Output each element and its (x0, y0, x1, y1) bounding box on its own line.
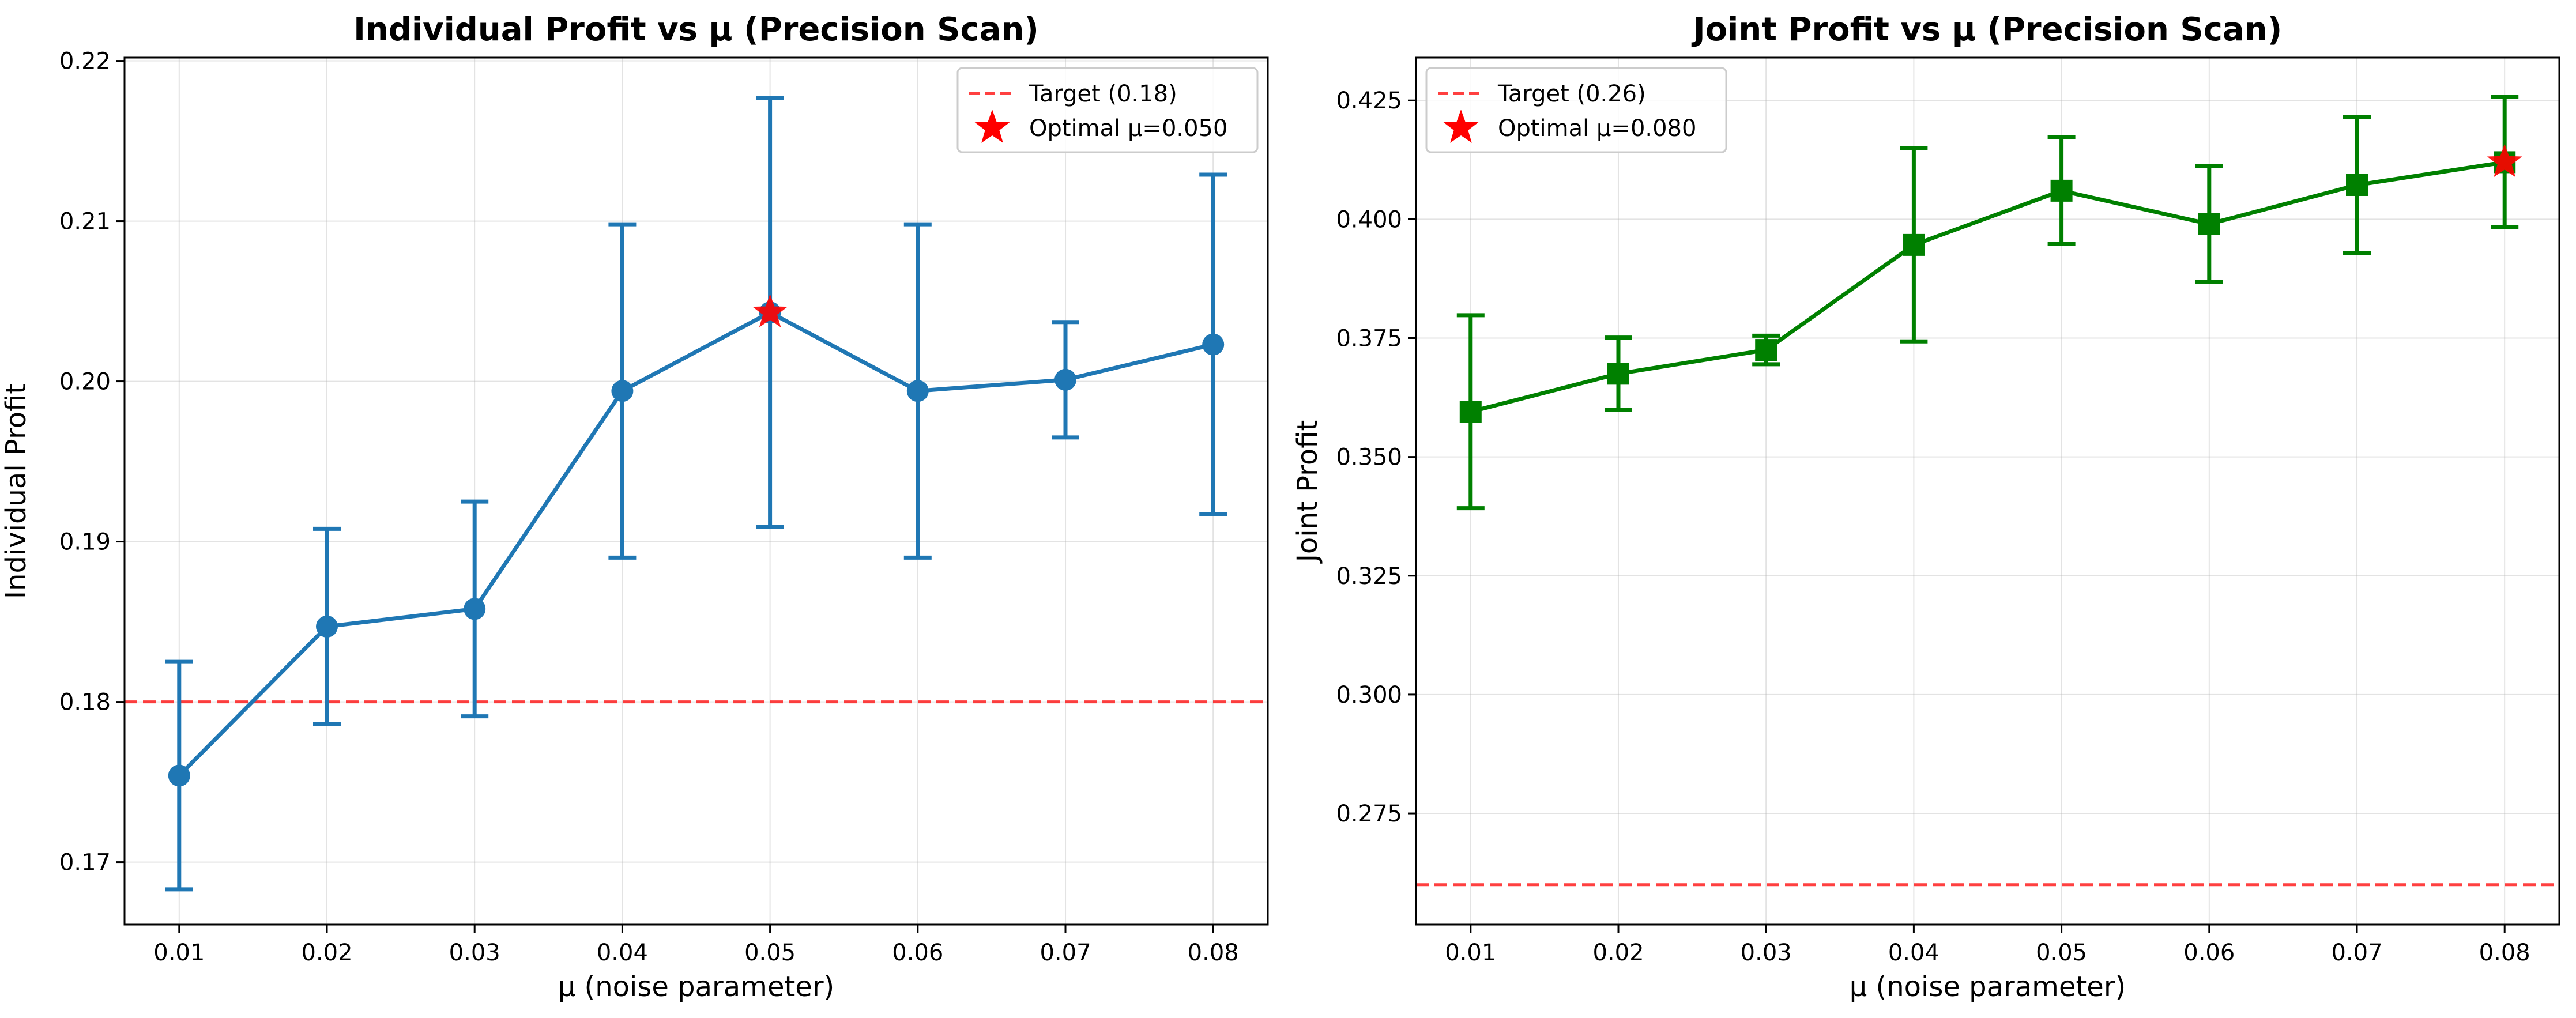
y-tick-label: 0.375 (1336, 325, 1402, 352)
data-point (315, 615, 338, 638)
legend: Target (0.26) Optimal μ=0.080 (1425, 67, 1727, 153)
data-point (906, 380, 929, 402)
data-point (1755, 339, 1777, 361)
legend-box (1425, 67, 1727, 153)
y-tick-label: 0.350 (1336, 444, 1402, 471)
data-point (1903, 233, 1925, 256)
y-tick-label: 0.400 (1336, 206, 1402, 233)
y-tick-label: 0.17 (59, 850, 111, 876)
data-point (1607, 363, 1629, 385)
optimal-star-marker (752, 294, 788, 327)
legend-target-label: Target (0.18) (1029, 81, 1177, 107)
x-axis-label: μ (noise parameter) (558, 971, 835, 1003)
panel-individual-profit: 0.01 0.02 0.03 0.04 0.05 0.06 0.07 0.08 0.17 0.18… (0, 11, 1269, 1003)
legend-optimal-label: Optimal μ=0.050 (1029, 115, 1227, 142)
legend-box (956, 67, 1259, 153)
y-tick-label: 0.18 (59, 689, 111, 716)
y-tick-label: 0.19 (59, 529, 111, 556)
data-point (2050, 179, 2073, 202)
y-tick-label: 0.21 (59, 209, 111, 235)
legend: Target (0.18) Optimal μ=0.050 (956, 67, 1259, 153)
legend-optimal-label: Optimal μ=0.080 (1498, 115, 1696, 142)
y-axis-label: Joint Profit (1291, 420, 1324, 564)
data-point (611, 380, 634, 402)
x-tick-label: 0.03 (1741, 940, 1792, 966)
axes-frame (123, 56, 1269, 926)
x-axis-label: μ (noise parameter) (1850, 971, 2126, 1003)
chart-title: Individual Profit vs μ (Precision Scan) (353, 11, 1039, 48)
legend-optimal-star-icon (974, 110, 1010, 143)
data-point (1054, 368, 1077, 391)
y-tick-label: 0.275 (1336, 801, 1402, 827)
x-tick-label: 0.05 (2036, 940, 2087, 966)
y-tick-label: 0.22 (59, 48, 111, 75)
x-tick-label: 0.08 (1188, 940, 1239, 966)
x-tick-label: 0.07 (1040, 940, 1091, 966)
optimal-star-marker (2487, 144, 2522, 178)
data-point (168, 764, 190, 787)
panel-joint-profit: 0.01 0.02 0.03 0.04 0.05 0.06 0.07 0.08 0.275 0.3… (1291, 11, 2560, 1003)
y-tick-label: 0.325 (1336, 563, 1402, 590)
x-tick-label: 0.04 (1888, 940, 1939, 966)
chart-title: Joint Profit vs μ (Precision Scan) (1691, 11, 2282, 48)
x-tick-label: 0.06 (892, 940, 943, 966)
y-tick-label: 0.300 (1336, 682, 1402, 708)
axes-frame (1415, 56, 2560, 926)
x-tick-label: 0.02 (301, 940, 352, 966)
data-point (2198, 213, 2220, 235)
x-tick-label: 0.01 (153, 940, 205, 966)
y-axis-label: Individual Profit (0, 383, 32, 599)
x-tick-label: 0.06 (2183, 940, 2235, 966)
data-point (2346, 174, 2368, 196)
legend-target-label: Target (0.26) (1497, 81, 1646, 107)
x-tick-label: 0.04 (597, 940, 648, 966)
y-tick-label: 0.425 (1336, 88, 1402, 114)
legend-optimal-star-icon (1443, 110, 1479, 143)
series-line (1470, 160, 2505, 414)
x-tick-label: 0.07 (2331, 940, 2382, 966)
x-tick-label: 0.01 (1445, 940, 1496, 966)
x-tick-label: 0.05 (744, 940, 796, 966)
x-tick-label: 0.02 (1592, 940, 1644, 966)
series-line (178, 310, 1214, 777)
x-tick-label: 0.03 (449, 940, 500, 966)
data-point (464, 598, 486, 620)
x-tick-label: 0.08 (2479, 940, 2530, 966)
data-point (1459, 401, 1482, 423)
data-point (1202, 333, 1225, 356)
y-tick-label: 0.20 (59, 369, 111, 395)
